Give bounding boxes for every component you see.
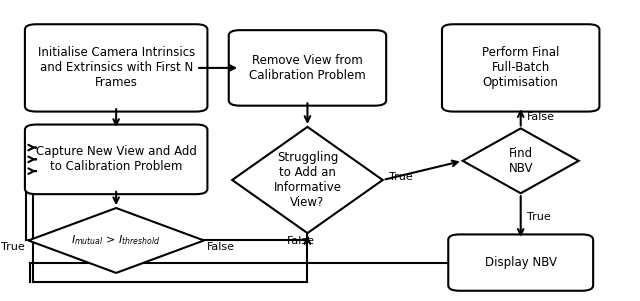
Text: Initialise Camera Intrinsics
and Extrinsics with First N
Frames: Initialise Camera Intrinsics and Extrins… <box>38 46 195 89</box>
Text: Remove View from
Calibration Problem: Remove View from Calibration Problem <box>249 54 366 82</box>
Text: False: False <box>527 112 555 122</box>
FancyBboxPatch shape <box>25 125 207 194</box>
Text: True: True <box>1 242 25 252</box>
Polygon shape <box>232 127 383 233</box>
Text: True: True <box>389 172 413 182</box>
Polygon shape <box>28 208 204 273</box>
FancyBboxPatch shape <box>442 24 600 112</box>
Text: $I_{mutual}$ > $I_{threshold}$: $I_{mutual}$ > $I_{threshold}$ <box>72 234 161 247</box>
Text: False: False <box>207 242 235 252</box>
Text: Perform Final
Full-Batch
Optimisation: Perform Final Full-Batch Optimisation <box>482 46 559 89</box>
FancyBboxPatch shape <box>228 30 386 106</box>
Text: False: False <box>287 236 315 246</box>
Text: Struggling
to Add an
Informative
View?: Struggling to Add an Informative View? <box>273 151 342 209</box>
Text: Display NBV: Display NBV <box>484 256 557 269</box>
Text: Find
NBV: Find NBV <box>508 147 533 175</box>
Text: Capture New View and Add
to Calibration Problem: Capture New View and Add to Calibration … <box>36 145 196 173</box>
FancyBboxPatch shape <box>25 24 207 112</box>
Text: True: True <box>527 212 551 222</box>
Polygon shape <box>463 128 579 193</box>
FancyBboxPatch shape <box>448 234 593 291</box>
